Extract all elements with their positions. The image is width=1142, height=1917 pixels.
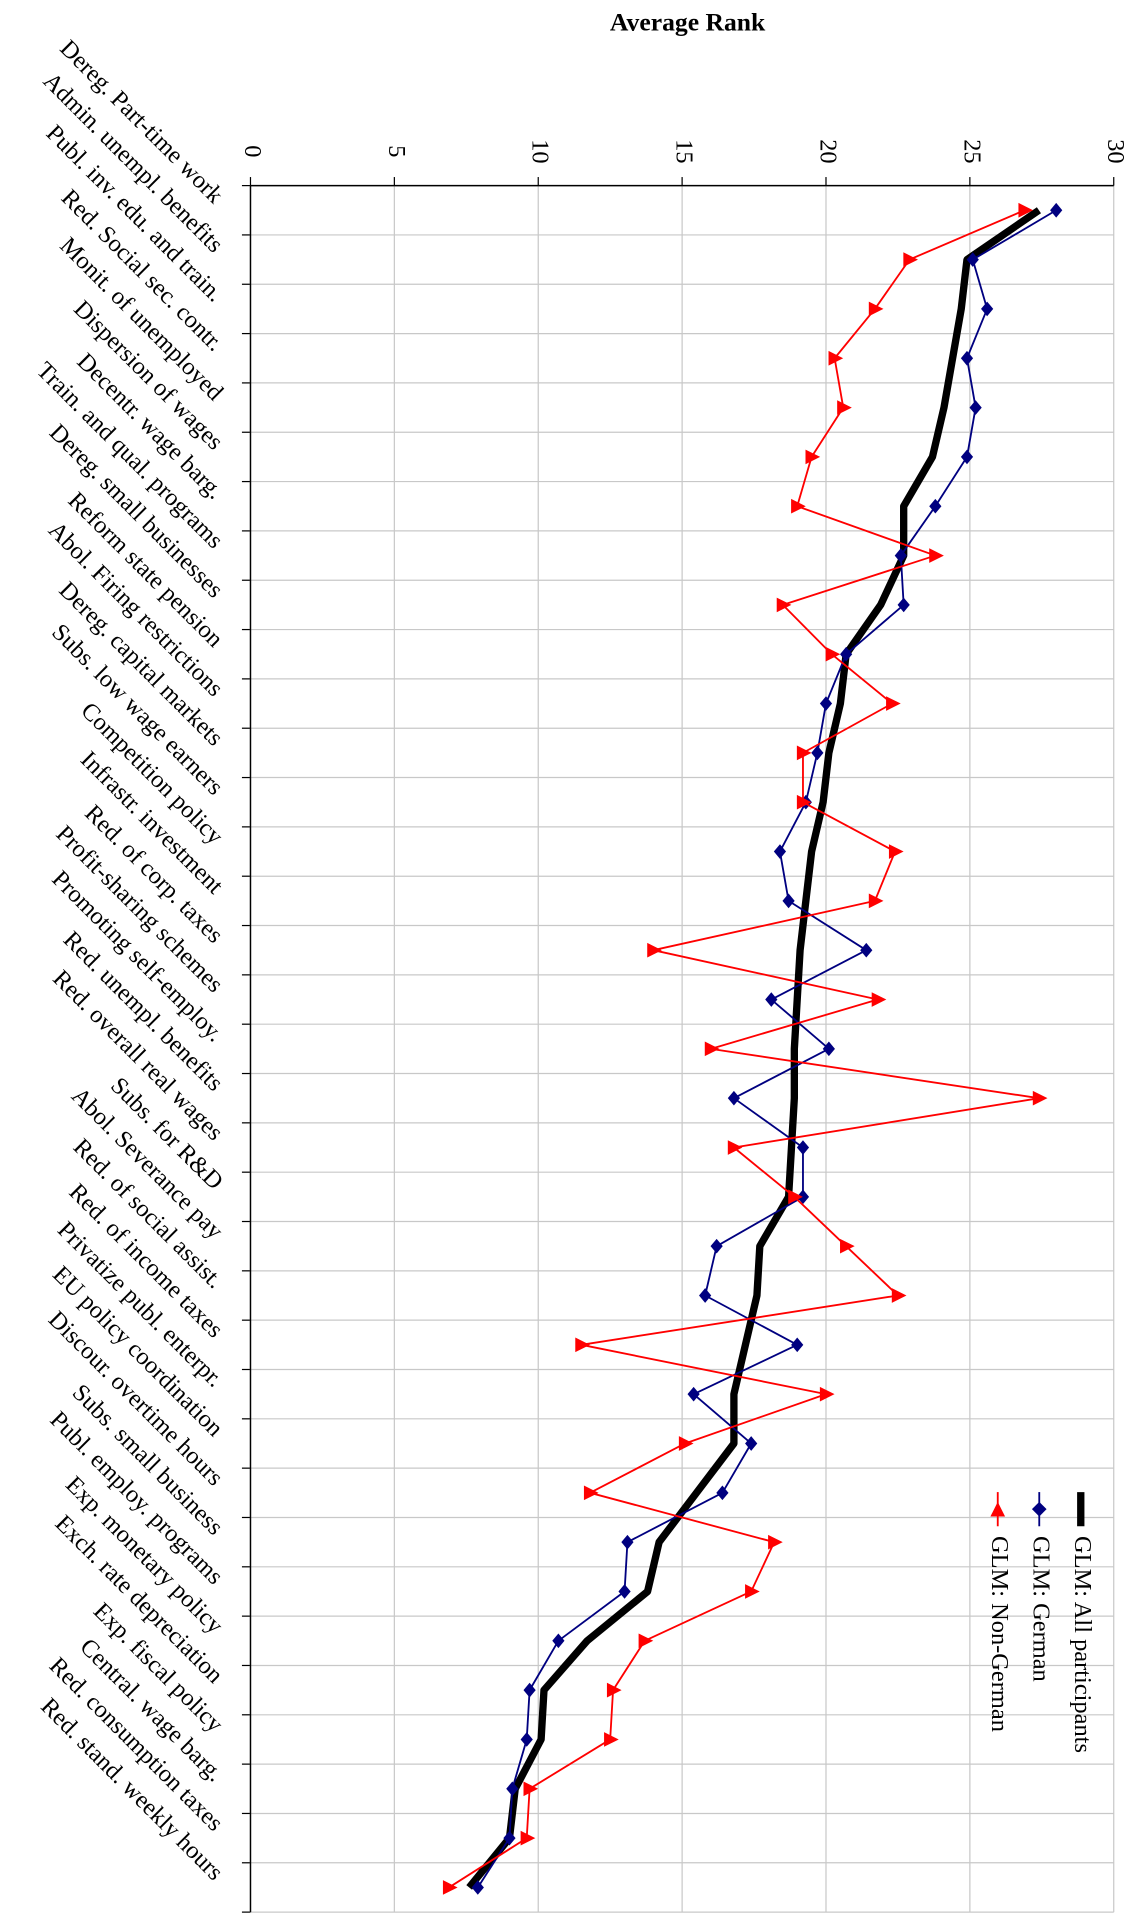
marker	[796, 1189, 810, 1205]
marker	[886, 696, 901, 711]
marker	[647, 942, 662, 958]
series-line	[448, 209, 1040, 1889]
marker	[638, 1633, 654, 1649]
axis-title: Average Rank	[610, 7, 766, 36]
marker	[704, 1041, 720, 1057]
marker	[768, 1534, 783, 1550]
marker	[604, 1732, 619, 1747]
marker	[782, 893, 795, 909]
marker	[520, 1732, 533, 1747]
marker	[520, 1830, 536, 1846]
marker	[969, 400, 982, 415]
marker	[828, 350, 844, 366]
marker	[981, 301, 994, 317]
marker	[773, 844, 787, 859]
legend-marker	[990, 1501, 1006, 1517]
marker	[552, 1633, 565, 1649]
marker	[860, 942, 873, 958]
marker	[745, 1584, 760, 1599]
marker	[929, 498, 942, 514]
marker	[805, 449, 821, 465]
marker	[1032, 1090, 1048, 1106]
marker	[621, 1534, 634, 1550]
marker	[840, 1238, 855, 1254]
marker	[710, 1238, 723, 1254]
legend-marker	[1031, 1501, 1047, 1517]
marker	[776, 597, 792, 613]
marker	[796, 794, 812, 810]
marker	[871, 992, 887, 1007]
marker	[687, 1386, 700, 1402]
marker	[745, 1436, 758, 1451]
y-tick-label: 20	[814, 139, 841, 163]
y-tick-label: 25	[958, 139, 985, 163]
y-tick-label: 30	[1102, 139, 1129, 163]
marker	[929, 548, 944, 563]
marker	[796, 1140, 810, 1155]
marker	[699, 1288, 712, 1303]
marker	[523, 1781, 539, 1797]
marker	[506, 1781, 519, 1797]
marker	[825, 646, 841, 662]
y-tick-label: 10	[527, 139, 554, 163]
marker	[791, 498, 806, 514]
marker	[727, 1140, 743, 1155]
marker	[575, 1337, 590, 1353]
y-tick-label: 0	[239, 145, 266, 157]
marker	[796, 745, 812, 761]
legend-label: GLM: All participants	[1069, 1536, 1096, 1753]
y-tick-label: 15	[671, 139, 698, 163]
marker	[523, 1682, 536, 1698]
marker	[471, 1880, 484, 1895]
marker	[903, 252, 918, 267]
marker	[960, 449, 974, 465]
marker	[678, 1436, 694, 1451]
marker	[868, 301, 884, 317]
marker	[606, 1682, 622, 1698]
y-tick-label: 5	[383, 145, 410, 157]
legend-label: GLM: German	[1028, 1536, 1055, 1682]
marker	[791, 1337, 804, 1353]
marker	[442, 1880, 458, 1895]
marker	[583, 1485, 599, 1501]
marker	[819, 696, 833, 711]
marker	[891, 1288, 907, 1303]
marker	[716, 1485, 729, 1501]
marker	[894, 548, 907, 563]
marker	[788, 1189, 803, 1205]
marker	[1050, 202, 1063, 218]
marker	[822, 1041, 835, 1057]
marker	[960, 350, 974, 366]
legend-label: GLM: Non-German	[986, 1536, 1013, 1732]
marker	[897, 597, 910, 613]
marker	[819, 1386, 835, 1402]
marker	[618, 1584, 631, 1599]
marker	[727, 1090, 741, 1106]
marker	[868, 893, 884, 909]
marker	[837, 400, 852, 415]
marker	[765, 992, 778, 1007]
marker	[503, 1830, 516, 1846]
series-line	[466, 207, 1041, 1890]
marker	[1018, 202, 1034, 218]
marker	[888, 844, 904, 859]
